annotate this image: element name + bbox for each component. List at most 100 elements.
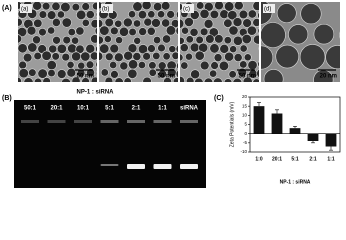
particle xyxy=(175,69,178,79)
particle xyxy=(75,26,85,36)
particle xyxy=(233,53,243,63)
lane-label: siRNA xyxy=(180,106,199,112)
particle xyxy=(51,18,61,27)
particle xyxy=(18,18,23,27)
particle xyxy=(288,24,309,45)
particle xyxy=(152,51,161,61)
bar xyxy=(289,128,301,134)
particle xyxy=(142,76,152,82)
particle xyxy=(175,44,178,54)
particle xyxy=(85,43,96,54)
y-axis-label: Zeta Potentials (mV) xyxy=(229,101,235,147)
particle xyxy=(85,10,95,20)
particle xyxy=(253,34,259,45)
particle xyxy=(261,22,286,48)
particle xyxy=(233,2,244,11)
particle xyxy=(103,35,112,43)
particle xyxy=(67,28,76,37)
label-box xyxy=(101,4,113,13)
particle xyxy=(180,53,184,62)
particle xyxy=(34,77,43,82)
particle xyxy=(80,51,91,62)
lane-label: 1:1 xyxy=(158,106,167,112)
scale-label: 50 nm xyxy=(158,74,175,80)
particle xyxy=(247,9,257,19)
particle xyxy=(299,44,326,70)
particle xyxy=(47,26,56,35)
particle xyxy=(257,60,259,68)
y-tick-label: 0 xyxy=(244,131,247,136)
particle xyxy=(18,76,22,82)
bar xyxy=(325,133,337,147)
particle xyxy=(223,36,232,45)
band xyxy=(180,164,198,169)
well xyxy=(21,120,39,123)
x-tick-label: 1:0 xyxy=(255,156,262,162)
particle xyxy=(128,10,136,19)
scale-label: 50 nm xyxy=(239,74,256,80)
particle xyxy=(114,52,124,63)
particle xyxy=(76,9,87,20)
particle xyxy=(157,61,167,71)
particle xyxy=(196,2,205,10)
particle xyxy=(163,77,172,82)
particle xyxy=(300,3,322,25)
particle xyxy=(90,19,97,29)
particle xyxy=(157,43,166,53)
particle xyxy=(123,50,134,61)
panel-label: (A) xyxy=(2,5,12,12)
particle xyxy=(96,70,97,77)
particle xyxy=(48,44,58,54)
y-tick-label: 20 xyxy=(242,94,248,99)
particle xyxy=(128,27,137,37)
particle xyxy=(252,2,259,11)
particle xyxy=(99,35,104,45)
particle xyxy=(185,76,195,82)
particle xyxy=(205,34,215,44)
particle xyxy=(60,2,71,13)
particle xyxy=(51,2,61,11)
particle xyxy=(18,60,27,70)
particle xyxy=(66,60,75,69)
particle xyxy=(66,67,77,78)
scale-label: 50 nm xyxy=(77,74,94,80)
lane-label: 2:1 xyxy=(132,106,141,112)
particle xyxy=(148,61,157,70)
particle xyxy=(185,52,193,61)
particle xyxy=(110,70,119,79)
particle xyxy=(242,18,252,28)
particle xyxy=(90,76,97,82)
y-tick-label: 5 xyxy=(244,122,247,127)
band xyxy=(127,164,145,169)
particle xyxy=(85,60,95,69)
particle xyxy=(176,10,178,19)
particle xyxy=(141,2,152,11)
particle xyxy=(199,8,210,19)
particle xyxy=(181,26,189,35)
particle xyxy=(71,36,80,45)
particle xyxy=(209,69,218,78)
particle xyxy=(256,68,259,78)
particle xyxy=(28,68,37,77)
y-tick-label: 10 xyxy=(242,113,248,118)
particle xyxy=(232,17,243,27)
particle xyxy=(99,43,110,54)
particle xyxy=(252,78,259,82)
particle xyxy=(32,35,41,45)
y-tick-label: 15 xyxy=(242,103,248,108)
particle xyxy=(133,19,142,28)
particle xyxy=(162,34,172,44)
particle xyxy=(175,26,178,36)
particle xyxy=(109,61,118,70)
bar-chart: -10 -5 0 5 10 15 20 Zeta Potentials (mV) NP-1 : … xyxy=(229,94,341,185)
particle xyxy=(146,26,156,36)
particle xyxy=(165,25,177,36)
particle xyxy=(51,52,60,61)
particle xyxy=(219,9,229,19)
particle xyxy=(56,69,67,79)
particle xyxy=(89,51,97,61)
particle xyxy=(38,27,47,37)
label-box xyxy=(20,4,32,13)
particle xyxy=(23,77,34,82)
particle xyxy=(99,19,104,28)
